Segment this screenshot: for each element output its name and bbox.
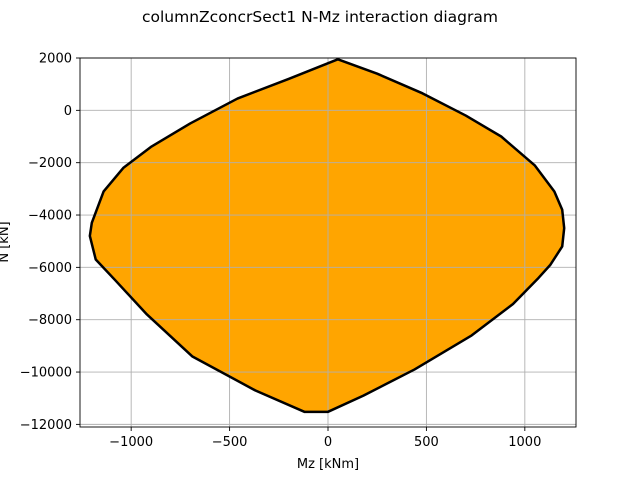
chart-title: columnZconcrSect1 N-Mz interaction diagr… (142, 8, 498, 26)
y-axis-label: N [kN] (0, 221, 12, 262)
x-tick-label-0: −1000 (109, 435, 153, 450)
x-tick-label-3: 500 (414, 435, 439, 450)
x-tick-label-1: −500 (212, 435, 248, 450)
x-tick-label-2: 0 (324, 435, 332, 450)
x-tick-label-4: 1000 (508, 435, 541, 450)
y-tick-label-6: −10000 (20, 366, 72, 381)
y-tick-label-1: 0 (64, 104, 72, 119)
plot-area: −1000 −500 0 500 1000 2000 0 −2000 −4000 −6000 −80… (20, 52, 577, 450)
interaction-curve-0 (88, 58, 566, 414)
y-tick-label-3: −4000 (28, 209, 72, 224)
y-tick-label-7: −12000 (20, 418, 72, 433)
y-tick-label-0: 2000 (39, 52, 72, 67)
y-tick-label-2: −2000 (28, 156, 72, 171)
y-tick-label-4: −6000 (28, 261, 72, 276)
y-tick-label-5: −8000 (28, 313, 72, 328)
x-axis-label: Mz [kNm] (297, 457, 359, 472)
interaction-area-fill-0 (89, 59, 565, 412)
